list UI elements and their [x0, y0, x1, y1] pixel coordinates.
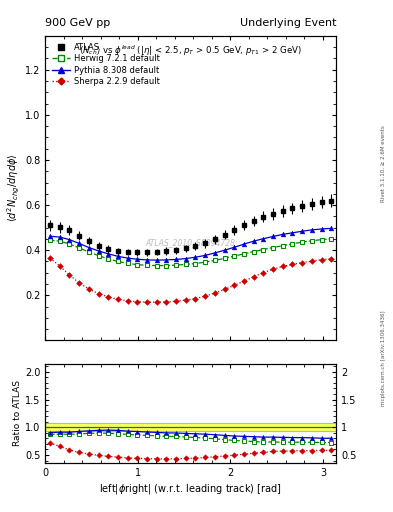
Y-axis label: Ratio to ATLAS: Ratio to ATLAS: [13, 380, 22, 446]
Text: ATLAS_2010_S8894728: ATLAS_2010_S8894728: [145, 239, 236, 247]
Text: mcplots.cern.ch [arXiv:1306.3436]: mcplots.cern.ch [arXiv:1306.3436]: [381, 311, 386, 406]
Legend: ATLAS, Herwig 7.2.1 default, Pythia 8.308 default, Sherpa 2.2.9 default: ATLAS, Herwig 7.2.1 default, Pythia 8.30…: [50, 40, 162, 89]
X-axis label: left|$\phi$right| (w.r.t. leading track) [rad]: left|$\phi$right| (w.r.t. leading track)…: [99, 482, 282, 497]
Y-axis label: $\langle d^2 N_{chg}/d\eta d\phi\rangle$: $\langle d^2 N_{chg}/d\eta d\phi\rangle$: [6, 154, 22, 223]
Text: Rivet 3.1.10, ≥ 2.6M events: Rivet 3.1.10, ≥ 2.6M events: [381, 125, 386, 202]
Text: 900 GeV pp: 900 GeV pp: [45, 18, 110, 28]
Text: $\langle N_{ch}\rangle$ vs $\phi^{lead}$ ($|\eta|$ < 2.5, $p_T$ > 0.5 GeV, $p_{T: $\langle N_{ch}\rangle$ vs $\phi^{lead}$…: [79, 44, 302, 58]
Bar: [45, 423, 336, 431]
Text: Underlying Event: Underlying Event: [239, 18, 336, 28]
